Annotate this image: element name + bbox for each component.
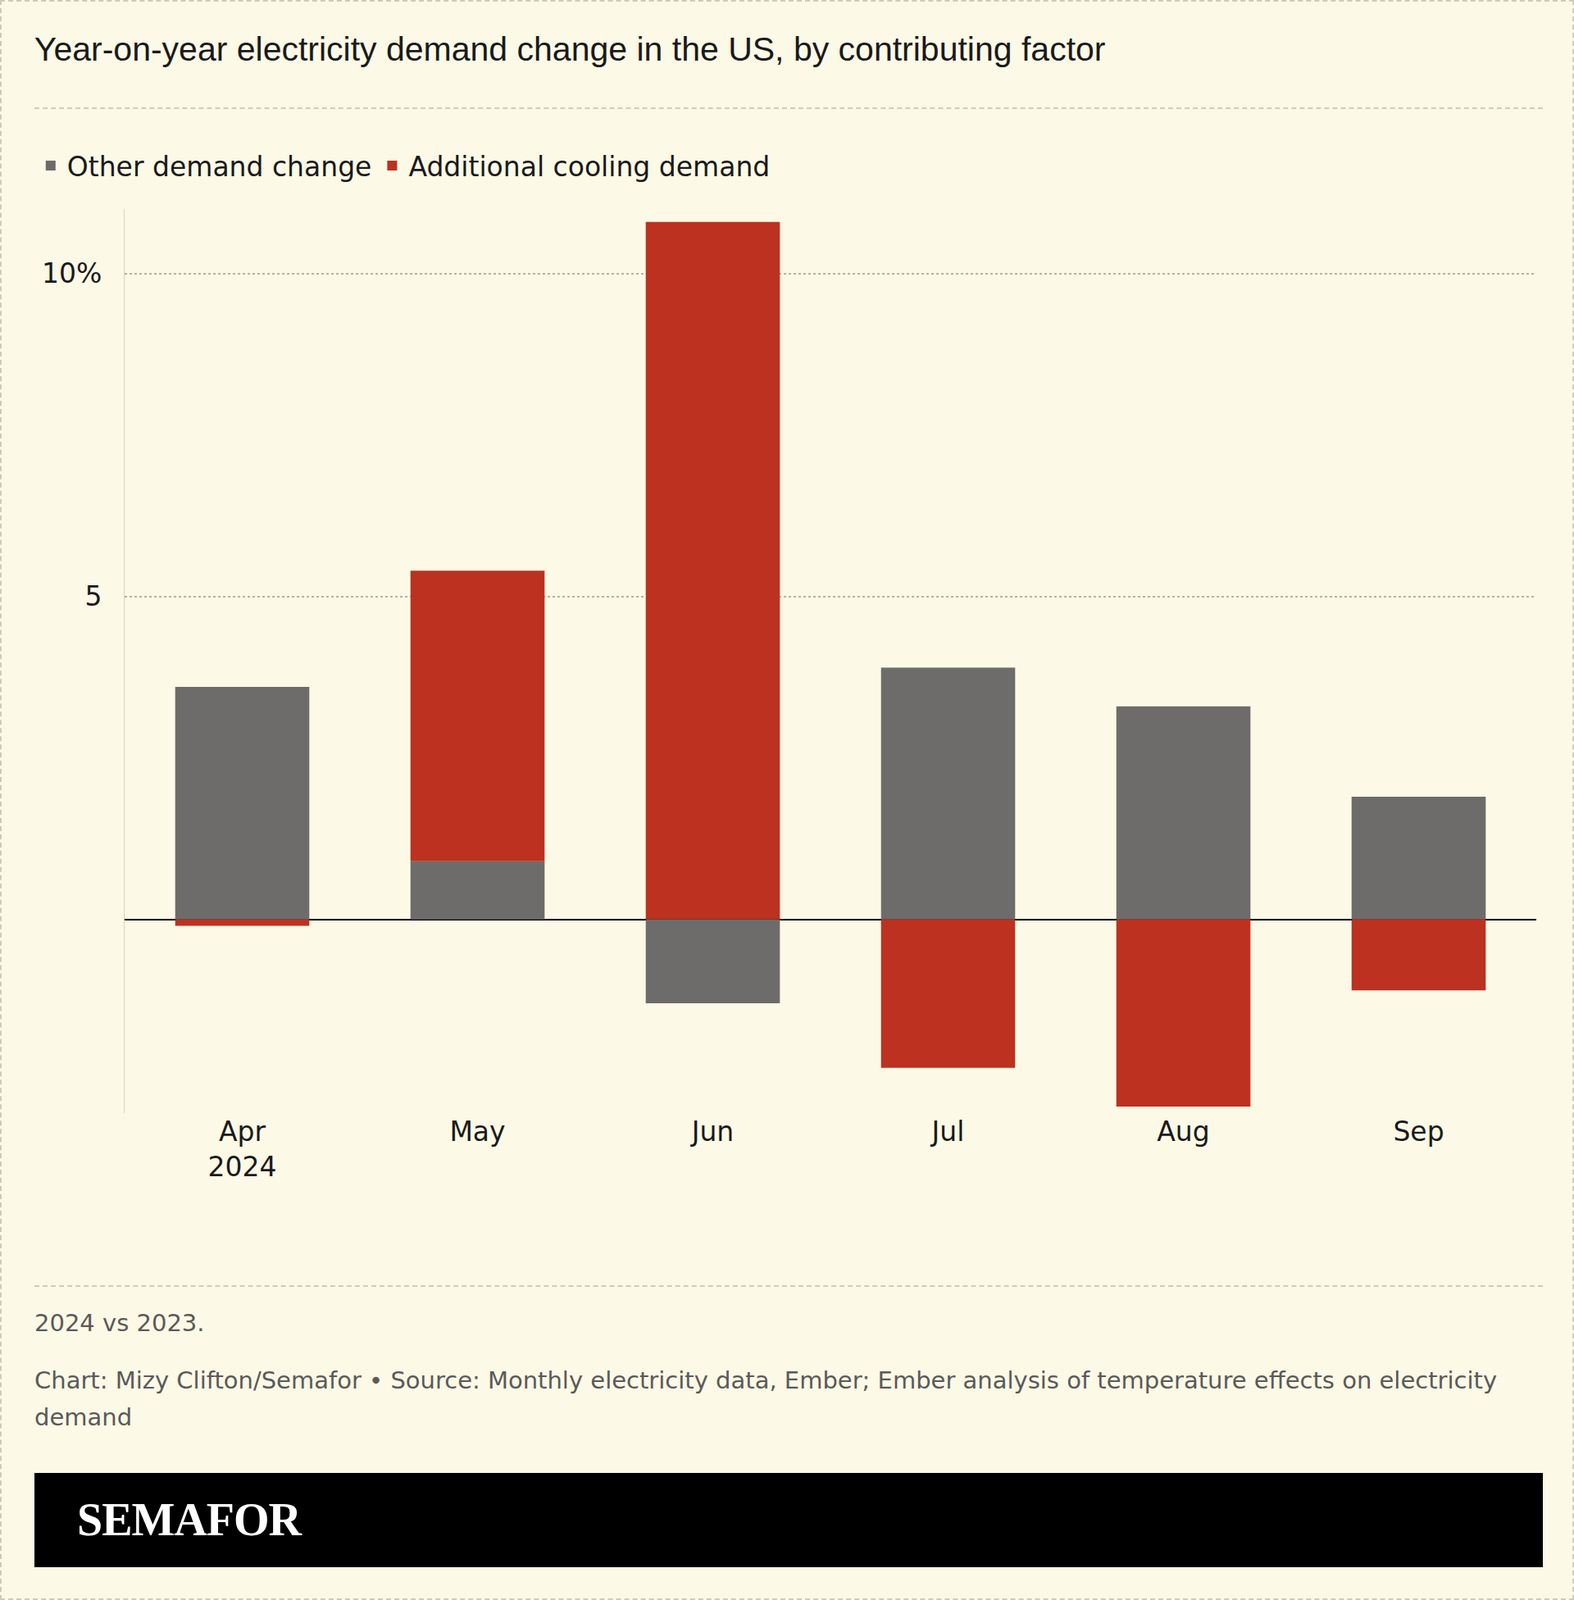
html-text:SEMAFOR: SEMAFOR xyxy=(77,1494,301,1546)
svg-text:Jul: Jul xyxy=(930,1115,965,1148)
svg-text:Additional cooling demand: Additional cooling demand xyxy=(408,150,770,183)
svg-text:10%: 10% xyxy=(41,257,102,290)
svg-text:5: 5 xyxy=(84,580,102,613)
svg-text:Jun: Jun xyxy=(690,1115,735,1148)
svg-text:Sep: Sep xyxy=(1392,1115,1444,1148)
svg-text:Other demand change: Other demand change xyxy=(67,150,373,183)
svg-text:Year-on-year electricity deman: Year-on-year electricity demand change i… xyxy=(34,30,1106,69)
svg-text:May: May xyxy=(449,1115,505,1148)
svg-text:Aug: Aug xyxy=(1156,1115,1210,1148)
html-text:2024 vs 2023.: 2024 vs 2023. xyxy=(34,1309,205,1338)
html-text:Chart: Mizy Clifton/Semafor •: Chart: Mizy Clifton/Semafor • Source: Mo… xyxy=(34,1366,1498,1432)
svg-text:Apr2024: Apr2024 xyxy=(208,1115,278,1183)
